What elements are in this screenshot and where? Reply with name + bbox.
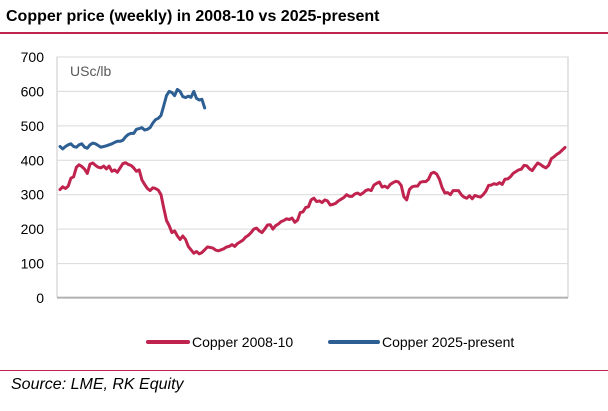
y-tick-label: 500: [21, 118, 45, 134]
y-tick-label: 0: [36, 290, 44, 306]
y-tick-label: 600: [21, 83, 45, 99]
legend-label-copper-2008-10: Copper 2008-10: [192, 334, 293, 350]
plot-area-border: [56, 56, 569, 298]
y-tick-label: 100: [21, 256, 45, 272]
series-layer: [58, 87, 567, 256]
unit-label: USc/lb: [70, 63, 111, 79]
y-tick-label: 300: [21, 187, 45, 203]
y-tick-label: 200: [21, 221, 45, 237]
y-axis: 0 100 200 300 400 500 600 700: [21, 49, 45, 306]
source-note: Source: LME, RK Equity: [11, 376, 184, 393]
title-divider: [0, 32, 608, 34]
footer-divider: [0, 370, 608, 371]
legend: Copper 2008-10 Copper 2025-present: [146, 334, 514, 350]
series-line-copper-2008-10: [58, 146, 567, 256]
gridlines: [57, 56, 568, 265]
legend-label-copper-2025-present: Copper 2025-present: [382, 334, 514, 350]
y-tick-label: 700: [21, 49, 45, 65]
series-line-copper-2025-present: [58, 87, 207, 151]
y-tick-label: 400: [21, 152, 45, 168]
chart-title: Copper price (weekly) in 2008-10 vs 2025…: [6, 8, 380, 25]
